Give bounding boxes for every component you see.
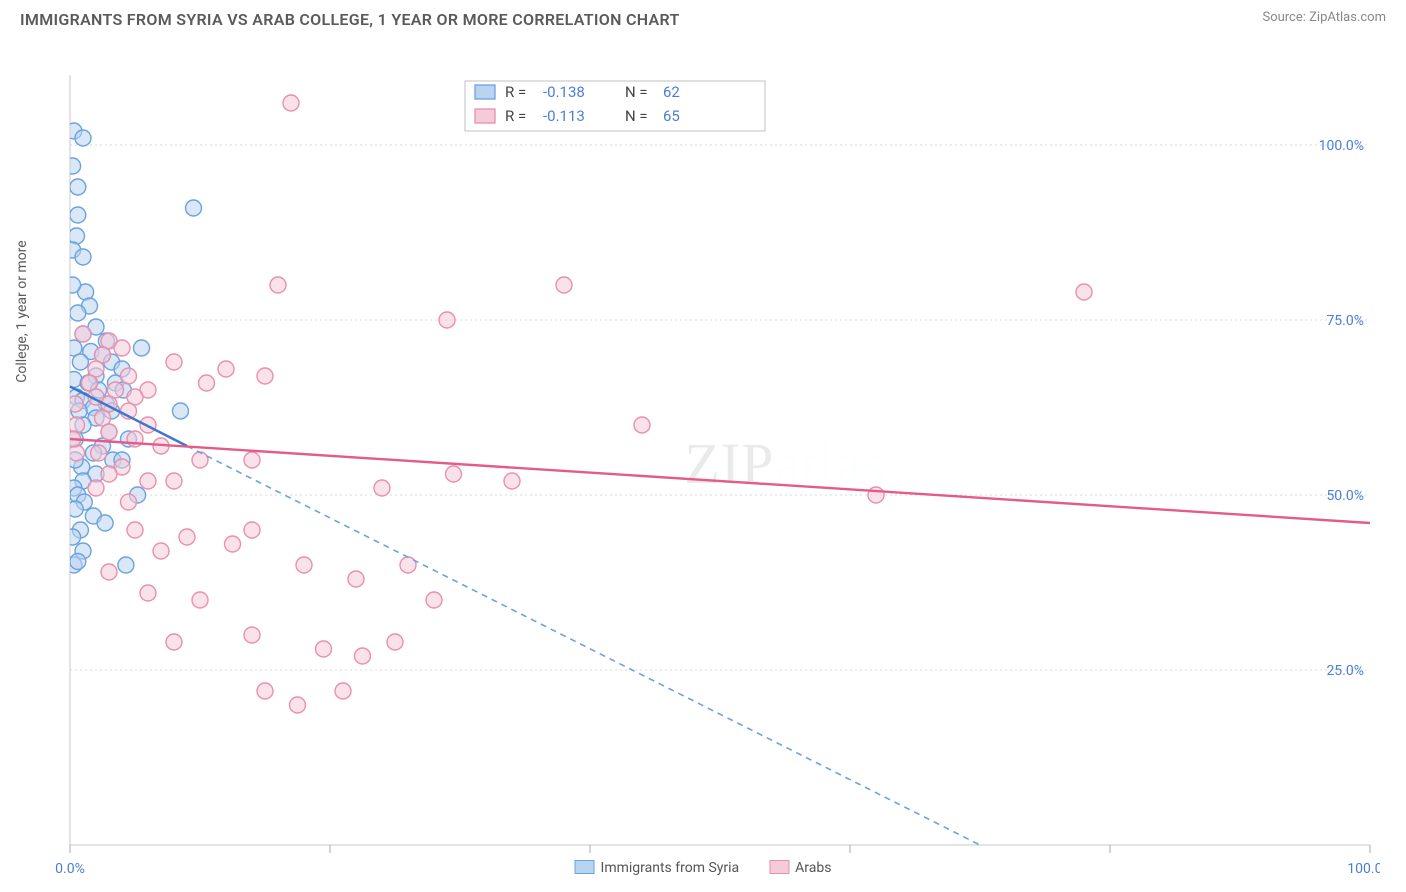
legend-swatch (769, 860, 789, 874)
scatter-point (192, 452, 208, 468)
scatter-point (426, 592, 442, 608)
legend-swatch (475, 85, 495, 99)
scatter-point (88, 480, 104, 496)
scatter-point (65, 277, 81, 293)
legend-r-label: R = (505, 83, 526, 101)
scatter-point (244, 452, 260, 468)
x-tick-label: 0.0% (55, 861, 85, 875)
scatter-point (140, 473, 156, 489)
scatter-point (166, 634, 182, 650)
legend-item: Arabs (769, 860, 831, 876)
scatter-point (355, 648, 371, 664)
scatter-point (75, 326, 91, 342)
scatter-point (387, 634, 403, 650)
legend-n-label: N = (625, 107, 648, 125)
scatter-chart: 25.0%50.0%75.0%100.0%0.0%100.0%ZIPatlasR… (20, 33, 1380, 875)
scatter-point (173, 403, 189, 419)
source-label: Source: ZipAtlas.com (1262, 10, 1386, 25)
legend-r-label: R = (505, 107, 526, 125)
scatter-point (634, 417, 650, 433)
scatter-point (66, 372, 82, 388)
y-tick-label: 75.0% (1326, 313, 1364, 329)
legend-label: Immigrants from Syria (601, 860, 740, 876)
y-tick-label: 50.0% (1326, 488, 1364, 504)
scatter-point (70, 179, 86, 195)
legend-label: Arabs (795, 860, 831, 876)
legend-swatch (575, 860, 595, 874)
scatter-point (257, 368, 273, 384)
y-axis-label: College, 1 year or more (14, 240, 30, 382)
scatter-point (118, 557, 134, 573)
scatter-point (75, 249, 91, 265)
scatter-point (868, 487, 884, 503)
scatter-point (296, 557, 312, 573)
scatter-point (97, 515, 113, 531)
scatter-point (374, 480, 390, 496)
scatter-point (70, 305, 86, 321)
chart-container: College, 1 year or more 25.0%50.0%75.0%1… (20, 33, 1386, 875)
scatter-point (114, 340, 130, 356)
scatter-point (218, 361, 234, 377)
legend-n-value: 62 (663, 83, 680, 101)
legend-r-value: -0.138 (543, 83, 585, 101)
scatter-point (504, 473, 520, 489)
scatter-point (244, 522, 260, 538)
scatter-point (70, 554, 86, 570)
scatter-point (179, 529, 195, 545)
scatter-point (244, 627, 260, 643)
scatter-point (335, 683, 351, 699)
scatter-point (225, 536, 241, 552)
scatter-point (556, 277, 572, 293)
x-tick-label: 100.0% (1347, 861, 1380, 875)
scatter-point (283, 95, 299, 111)
scatter-point (70, 207, 86, 223)
scatter-point (186, 200, 202, 216)
scatter-point (65, 158, 81, 174)
scatter-point (153, 543, 169, 559)
scatter-point (101, 424, 117, 440)
legend-r-value: -0.113 (543, 107, 585, 125)
scatter-point (75, 130, 91, 146)
scatter-point (134, 340, 150, 356)
scatter-point (65, 529, 81, 545)
chart-title: IMMIGRANTS FROM SYRIA VS ARAB COLLEGE, 1… (20, 10, 680, 29)
scatter-point (290, 697, 306, 713)
scatter-point (1076, 284, 1092, 300)
scatter-point (140, 585, 156, 601)
scatter-point (270, 277, 286, 293)
scatter-point (257, 683, 273, 699)
scatter-point (101, 466, 117, 482)
scatter-point (101, 564, 117, 580)
scatter-point (166, 354, 182, 370)
scatter-point (91, 445, 107, 461)
y-tick-label: 25.0% (1326, 663, 1364, 679)
scatter-point (439, 312, 455, 328)
y-tick-label: 100.0% (1319, 138, 1364, 154)
scatter-point (199, 375, 215, 391)
legend-bottom: Immigrants from Syria Arabs (575, 860, 832, 876)
scatter-point (72, 354, 88, 370)
scatter-point (121, 368, 137, 384)
legend-item: Immigrants from Syria (575, 860, 740, 876)
scatter-point (166, 473, 182, 489)
scatter-point (127, 522, 143, 538)
scatter-point (121, 494, 137, 510)
legend-n-label: N = (625, 83, 648, 101)
scatter-point (446, 466, 462, 482)
legend-n-value: 65 (663, 107, 680, 125)
scatter-point (316, 641, 332, 657)
legend-swatch (475, 109, 495, 123)
scatter-point (192, 592, 208, 608)
scatter-point (348, 571, 364, 587)
